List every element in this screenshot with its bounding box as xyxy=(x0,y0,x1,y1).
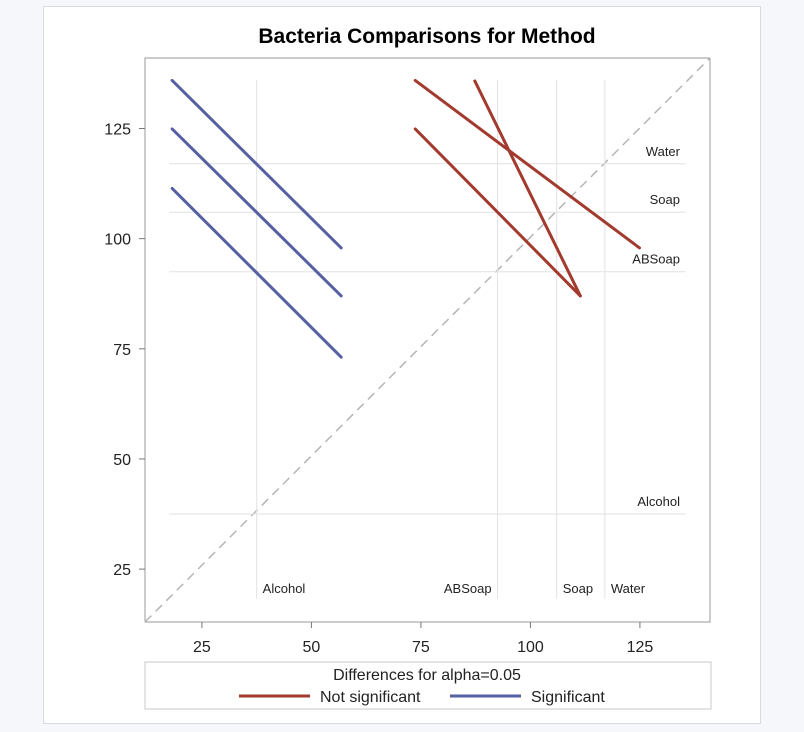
x-category-label: Soap xyxy=(563,581,593,596)
diagonal-reference-line xyxy=(144,57,711,623)
significant-segment xyxy=(170,78,343,250)
not-significant-segment xyxy=(413,78,641,250)
plot-frame xyxy=(144,57,711,623)
x-category-label: Water xyxy=(611,581,646,596)
not-significant-segment xyxy=(413,127,582,298)
y-tick-label: 125 xyxy=(104,122,131,139)
x-tick-label: 75 xyxy=(412,639,430,656)
x-tick-label: 125 xyxy=(627,639,654,656)
legend-box xyxy=(144,661,712,710)
x-tick-label: 100 xyxy=(517,639,544,656)
y-tick-label: 25 xyxy=(113,562,131,579)
legend: Differences for alpha=0.05 Not significa… xyxy=(144,661,712,710)
not-significant-segment xyxy=(473,79,582,298)
x-tick-label: 25 xyxy=(193,639,211,656)
x-category-label: ABSoap xyxy=(444,581,492,596)
y-category-label: Water xyxy=(646,144,681,159)
plot-area: Alcohol ABSoap Soap Water Water Soap ABSoap Alc… xyxy=(104,57,711,656)
chart-title: Bacteria Comparisons for Method xyxy=(258,25,595,48)
y-tick-label: 50 xyxy=(113,452,131,469)
significant-segment xyxy=(170,186,343,359)
chart-panel: Bacteria Comparisons for Method Alcohol A… xyxy=(43,6,761,724)
y-tick-label: 100 xyxy=(104,232,131,249)
y-category-label: ABSoap xyxy=(632,252,680,267)
lsd-diffogram-chart: Bacteria Comparisons for Method Alcohol A… xyxy=(104,25,712,710)
x-tick-label: 50 xyxy=(303,639,321,656)
y-category-label: Soap xyxy=(650,192,680,207)
x-category-label: Alcohol xyxy=(263,581,306,596)
legend-label-significant: Significant xyxy=(531,689,605,706)
legend-title: Differences for alpha=0.05 xyxy=(333,667,521,684)
y-tick-label: 75 xyxy=(113,342,131,359)
legend-label-not-significant: Not significant xyxy=(320,689,421,706)
legend-items: Not significant Significant xyxy=(239,689,605,706)
y-category-label: Alcohol xyxy=(637,494,680,509)
significant-segment xyxy=(170,127,343,298)
